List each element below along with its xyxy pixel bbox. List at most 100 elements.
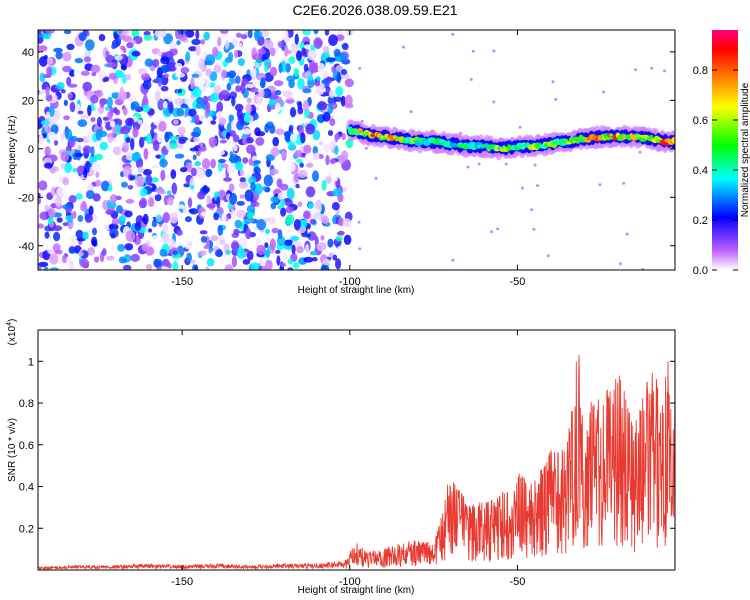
noise-blob	[155, 89, 161, 102]
noise-blob	[78, 32, 87, 41]
noise-blob	[264, 123, 270, 133]
noise-blob	[169, 135, 179, 141]
noise-blob	[297, 101, 303, 110]
y-tick-label: 0.2	[19, 523, 34, 535]
noise-blob	[151, 164, 158, 169]
noise-blob	[344, 94, 353, 107]
noise-blob	[222, 181, 230, 188]
noise-blob	[82, 231, 89, 240]
noise-blob	[155, 154, 162, 159]
noise-speck	[451, 258, 455, 262]
noise-blob	[322, 45, 330, 54]
noise-blob	[334, 145, 339, 155]
noise-blob	[246, 211, 254, 219]
x-tick-label: -150	[171, 276, 193, 288]
noise-blob	[340, 95, 346, 107]
noise-blob	[102, 199, 109, 211]
noise-blob	[62, 222, 69, 227]
noise-blob	[236, 109, 243, 119]
noise-blob	[127, 185, 134, 190]
noise-speck	[641, 267, 645, 270]
noise-blob	[200, 39, 206, 45]
noise-blob	[176, 229, 183, 236]
y-tick-label: -40	[18, 241, 34, 253]
noise-blob	[108, 223, 119, 231]
noise-blob	[112, 146, 122, 156]
noise-blob	[137, 119, 143, 125]
noise-blob	[253, 113, 259, 120]
noise-blob	[150, 235, 159, 240]
noise-blob	[320, 242, 327, 250]
x-tick-label: -50	[509, 576, 525, 588]
noise-blob	[190, 259, 196, 264]
noise-blob	[62, 65, 72, 73]
noise-blob	[256, 96, 263, 105]
noise-blob	[194, 114, 200, 125]
y-tick-label: 40	[22, 47, 34, 59]
noise-blob	[146, 133, 152, 145]
noise-speck	[401, 45, 405, 49]
noise-blob	[95, 171, 100, 178]
noise-blob	[335, 86, 344, 97]
noise-blob	[246, 250, 254, 261]
noise-blob	[343, 234, 352, 245]
noise-blob	[191, 38, 201, 46]
colorbar-tick-label: 0.2	[693, 215, 708, 227]
noise-blob	[217, 225, 224, 236]
noise-blob	[208, 136, 218, 147]
noise-blob	[205, 54, 216, 66]
noise-blob	[157, 78, 162, 87]
noise-blob	[250, 201, 260, 207]
noise-blob	[335, 34, 345, 41]
noise-blob	[217, 161, 224, 172]
y-tick-label: 1	[28, 356, 34, 368]
noise-blob	[125, 230, 136, 242]
noise-blob	[92, 239, 97, 247]
noise-blob	[202, 158, 211, 170]
noise-blob	[82, 81, 92, 92]
noise-blob	[188, 208, 195, 213]
noise-blob	[324, 30, 330, 36]
noise-blob	[296, 158, 303, 164]
noise-blob	[282, 90, 293, 98]
noise-blob	[309, 62, 319, 74]
noise-blob	[80, 114, 89, 120]
noise-blob	[44, 146, 51, 157]
noise-speck	[520, 186, 524, 190]
noise-blob	[290, 235, 300, 242]
noise-blob	[74, 152, 84, 157]
noise-blob	[221, 212, 227, 222]
noise-blob	[297, 170, 308, 179]
noise-blob	[312, 129, 321, 141]
noise-blob	[48, 105, 55, 118]
noise-blob	[251, 53, 262, 61]
noise-blob	[111, 48, 117, 55]
noise-blob	[195, 44, 201, 57]
noise-blob	[77, 215, 84, 222]
noise-blob	[96, 90, 101, 95]
noise-speck	[496, 227, 500, 231]
noise-blob	[238, 164, 243, 172]
noise-blob	[245, 103, 252, 115]
noise-blob	[261, 30, 269, 37]
noise-blob	[156, 51, 163, 56]
noise-blob	[305, 243, 310, 254]
noise-blob	[278, 62, 283, 74]
noise-blob	[180, 104, 189, 109]
noise-blob	[210, 158, 217, 169]
noise-blob	[115, 195, 122, 201]
noise-blob	[246, 205, 256, 214]
noise-blob	[99, 141, 109, 151]
noise-blob	[148, 216, 154, 222]
noise-blob	[55, 51, 63, 60]
noise-blob	[251, 155, 258, 162]
noise-blob	[95, 179, 102, 187]
noise-blob	[342, 218, 352, 228]
colorbar-tick-label: 0.4	[693, 165, 708, 177]
noise-blob	[125, 117, 135, 127]
noise-blob	[111, 43, 117, 50]
noise-blob	[289, 107, 297, 118]
noise-blob	[43, 266, 49, 270]
noise-blob	[52, 225, 63, 232]
noise-blob	[39, 45, 48, 52]
